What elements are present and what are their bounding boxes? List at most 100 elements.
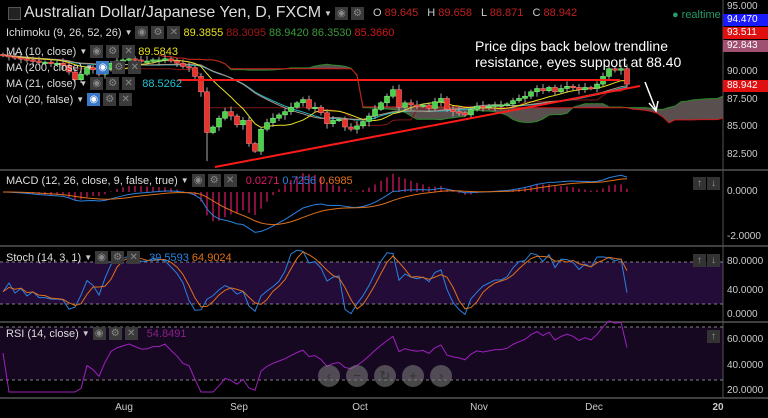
- chevron-down-icon[interactable]: ▼: [76, 95, 85, 104]
- close-icon[interactable]: ✕: [122, 45, 136, 58]
- stoch-tick: 0.0000: [727, 309, 758, 320]
- candle-body: [126, 58, 132, 61]
- scroll-left-button[interactable]: ‹: [318, 365, 340, 387]
- gear-icon[interactable]: ⚙: [108, 327, 122, 340]
- chevron-down-icon[interactable]: ▼: [81, 329, 90, 338]
- candle-body: [348, 126, 354, 130]
- candle-body: [12, 56, 18, 59]
- gear-icon[interactable]: ⚙: [151, 26, 165, 39]
- realtime-status: ● realtime: [672, 9, 721, 21]
- gear-icon[interactable]: ⚙: [106, 45, 120, 58]
- legend-ma10[interactable]: MA (10, close) ▼ ◉ ⚙ ✕ 89.5843: [6, 45, 178, 58]
- x-tick: 20: [712, 402, 724, 413]
- move-up-icon[interactable]: ↑: [707, 330, 720, 343]
- move-down-icon[interactable]: ↓: [707, 254, 720, 267]
- chevron-down-icon[interactable]: ▼: [85, 63, 94, 72]
- candle-body: [282, 111, 288, 116]
- stoch-k-line: [2, 249, 628, 316]
- candle-body: [330, 120, 336, 124]
- candle-body: [468, 109, 474, 116]
- gear-icon[interactable]: ⚙: [111, 251, 125, 264]
- chevron-down-icon[interactable]: ▼: [324, 8, 332, 18]
- legend-ma21[interactable]: MA (21, close) ▼ ◉ ⚙ ✕ 88.5262: [6, 77, 182, 90]
- reset-button[interactable]: ↻: [374, 365, 396, 387]
- ma200-label: MA (200, close): [6, 61, 83, 74]
- trendline: [214, 84, 641, 169]
- macd-tick: 0.0000: [727, 186, 758, 197]
- gear-icon[interactable]: ⚙: [106, 77, 120, 90]
- collapse-icon[interactable]: [8, 6, 21, 20]
- legend-rsi[interactable]: RSI (14, close) ▼ ◉ ⚙ ✕ 54.8491: [6, 327, 186, 340]
- chevron-down-icon[interactable]: ▼: [79, 47, 88, 56]
- zoom-out-button[interactable]: −: [346, 365, 368, 387]
- candle-body: [222, 111, 228, 119]
- macd-tick: -2.0000: [727, 231, 761, 242]
- eye-icon[interactable]: ◉: [191, 174, 205, 187]
- stoch-label: Stoch (14, 3, 1): [6, 251, 82, 264]
- eye-icon[interactable]: ◉: [92, 327, 106, 340]
- candle-body: [456, 111, 462, 114]
- candle-body: [0, 54, 6, 57]
- gear-icon[interactable]: ⚙: [350, 6, 364, 20]
- candle-body: [432, 101, 438, 109]
- symbol-header[interactable]: Australian Dollar/Japanese Yen, D, FXCM ▼…: [8, 4, 583, 22]
- spanB-value: 85.3660: [354, 26, 395, 39]
- move-up-icon[interactable]: ↑: [693, 254, 706, 267]
- eye-icon[interactable]: ◉: [135, 26, 149, 39]
- candle-body: [372, 109, 378, 117]
- eye-icon[interactable]: ◉: [87, 93, 101, 106]
- ohlc-key: H: [427, 7, 439, 19]
- eye-icon[interactable]: ◉: [90, 45, 104, 58]
- legend-vol[interactable]: Vol (20, false) ▼ ◉ ⚙ ✕: [6, 93, 133, 106]
- legend-ichimoku[interactable]: Ichimoku (9, 26, 52, 26) ▼ ◉ ⚙ ✕ 89.3855 88.3…: [6, 26, 394, 39]
- chevron-down-icon[interactable]: ▼: [79, 79, 88, 88]
- move-up-icon[interactable]: ↑: [693, 177, 706, 190]
- macd-value: 0.7256: [282, 174, 317, 187]
- legend-stoch[interactable]: Stoch (14, 3, 1) ▼ ◉ ⚙ ✕ 39.5593 64.9024: [6, 251, 232, 264]
- stoch-tick: 40.0000: [727, 285, 764, 296]
- candle-body: [474, 105, 480, 110]
- move-down-icon[interactable]: ↓: [707, 177, 720, 190]
- scroll-right-button[interactable]: ›: [430, 365, 452, 387]
- candle-body: [276, 114, 282, 119]
- price-tick: 85.000: [727, 121, 758, 132]
- status-text: realtime: [681, 9, 721, 21]
- legend-macd[interactable]: MACD (12, 26, close, 9, false, true) ▼ ◉ ⚙ ✕…: [6, 174, 353, 187]
- close-icon[interactable]: ✕: [119, 93, 133, 106]
- close-icon[interactable]: ✕: [223, 174, 237, 187]
- candle-body: [300, 99, 306, 104]
- candle-body: [576, 87, 582, 90]
- candle-body: [606, 68, 612, 77]
- candle-body: [6, 55, 12, 58]
- close-icon[interactable]: ✕: [122, 77, 136, 90]
- candle-body: [24, 58, 30, 61]
- ohlc-key: L: [481, 7, 490, 19]
- candle-body: [486, 105, 492, 108]
- ohlc-value: 88.942: [543, 7, 578, 19]
- candle-body: [360, 121, 366, 127]
- candle-body: [612, 68, 618, 71]
- candle-body: [210, 126, 216, 133]
- candle-body: [204, 91, 210, 133]
- gear-icon[interactable]: ⚙: [112, 61, 126, 74]
- close-icon[interactable]: ✕: [127, 251, 141, 264]
- zoom-in-button[interactable]: +: [402, 365, 424, 387]
- chevron-down-icon[interactable]: ▼: [84, 253, 93, 262]
- ma10-label: MA (10, close): [6, 45, 77, 58]
- eye-icon[interactable]: ◉: [90, 77, 104, 90]
- rsi-tick: 60.0000: [727, 334, 764, 345]
- candle-body: [378, 102, 384, 110]
- gear-icon[interactable]: ⚙: [207, 174, 221, 187]
- close-icon[interactable]: ✕: [128, 61, 142, 74]
- eye-icon[interactable]: ◉: [334, 6, 348, 20]
- candle-body: [294, 102, 300, 108]
- close-icon[interactable]: ✕: [124, 327, 138, 340]
- legend-ma200[interactable]: MA (200, close) ▼ ◉ ⚙ ✕: [6, 61, 142, 74]
- eye-icon[interactable]: ◉: [96, 61, 110, 74]
- chevron-down-icon[interactable]: ▼: [180, 176, 189, 185]
- gear-icon[interactable]: ⚙: [103, 93, 117, 106]
- candle-body: [414, 104, 420, 107]
- close-icon[interactable]: ✕: [167, 26, 181, 39]
- chevron-down-icon[interactable]: ▼: [124, 28, 133, 37]
- eye-icon[interactable]: ◉: [95, 251, 109, 264]
